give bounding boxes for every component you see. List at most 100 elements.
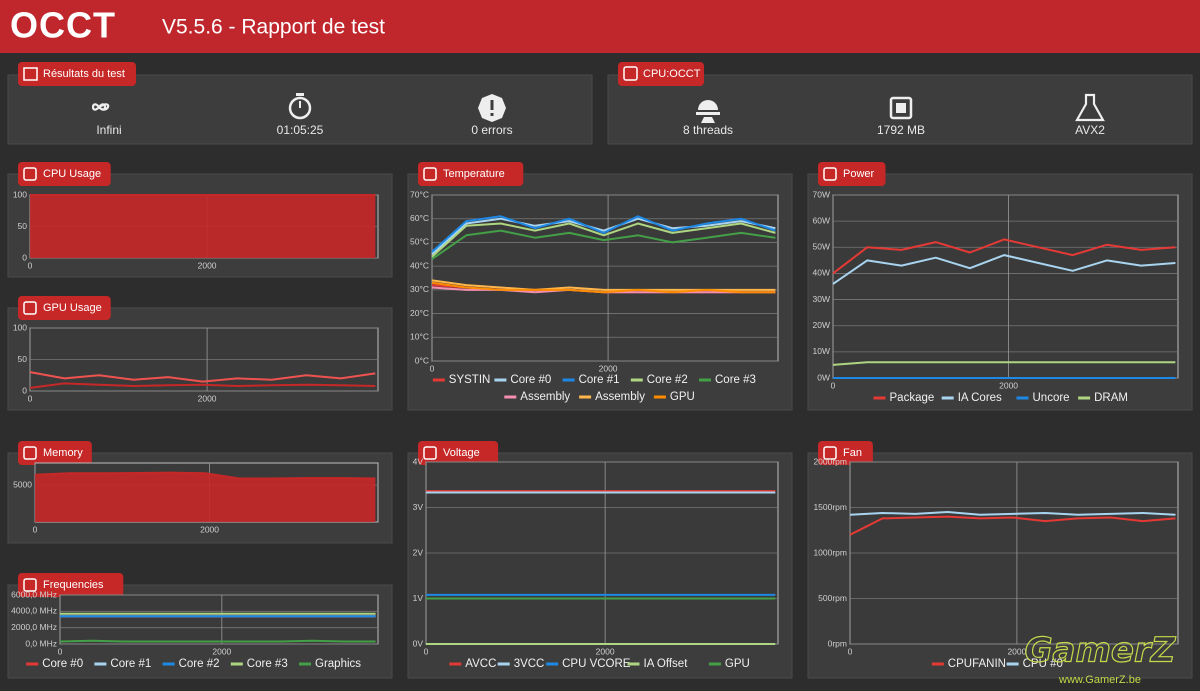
chart-badge — [18, 162, 111, 186]
y-tick-label: 20W — [813, 320, 830, 330]
y-tick-label: 0V — [413, 638, 424, 648]
x-tick-label: 0 — [33, 524, 38, 534]
cpu-badge — [618, 62, 704, 86]
legend-swatch — [94, 662, 107, 666]
series-line — [431, 222, 776, 258]
report-title: V5.5.6 - Rapport de test — [162, 16, 385, 39]
error-icon-bar — [490, 100, 494, 110]
charts: CPU Usage 0 50 100 0 2000 GPU Usage 0 50 100 0 2000… — [7, 162, 1193, 679]
legend-label: Core #3 — [247, 658, 288, 670]
chart-icon — [23, 578, 37, 592]
legend-label: Assembly — [520, 391, 570, 403]
plot-area — [832, 194, 1179, 379]
x-tick-label: 0 — [831, 380, 836, 390]
series-line — [431, 215, 776, 253]
legend-label: SYSTIN — [449, 374, 491, 386]
legend-swatch — [941, 396, 954, 400]
legend-label: AVCC — [465, 658, 496, 670]
chart-panel: Memory 5000 0 2000 — [7, 441, 393, 544]
legend-swatch — [230, 662, 243, 666]
legend-swatch — [449, 662, 462, 666]
y-tick-label: 4V — [413, 456, 424, 466]
legend-label: CPU #0 — [1023, 658, 1063, 670]
chart-title: GPU Usage — [43, 302, 102, 314]
y-tick-label: 1000rpm — [813, 547, 847, 557]
y-tick-label: 50°C — [410, 237, 429, 247]
legend-swatch — [432, 378, 445, 382]
plot-area — [431, 194, 779, 362]
chart-icon — [823, 446, 837, 460]
memory-size: 1792 MB — [877, 123, 925, 137]
stopwatch-icon — [288, 96, 312, 120]
x-tick-label: 0 — [58, 646, 63, 656]
chart-panel: GPU Usage 0 50 100 0 2000 — [7, 296, 393, 411]
memory-icon-core — [896, 103, 906, 113]
y-tick-label: 4000,0 MHz — [11, 606, 57, 616]
chart-icon — [23, 301, 37, 315]
x-tick-label: 0 — [424, 646, 429, 656]
elapsed-time: 01:05:25 — [277, 123, 324, 137]
legend-label: Core #0 — [42, 658, 83, 670]
memory-icon — [889, 96, 913, 120]
legend-swatch — [1016, 396, 1029, 400]
y-tick-label: 30°C — [410, 284, 429, 294]
y-tick-label: 100 — [13, 322, 27, 332]
series-line — [849, 515, 1176, 536]
legend-swatch — [497, 662, 510, 666]
chart-badge — [18, 296, 111, 320]
results-title: Résultats du test — [43, 68, 125, 80]
series-line — [59, 639, 376, 643]
y-tick-label: 40°C — [410, 260, 429, 270]
instruction-set: AVX2 — [1075, 123, 1105, 137]
y-tick-label: 0,0 MHz — [25, 638, 57, 648]
y-tick-label: 2V — [413, 547, 424, 557]
area — [35, 472, 376, 522]
chart-panel: CPU Usage 0 50 100 0 2000 — [7, 162, 393, 278]
legend-swatch — [931, 662, 944, 666]
cpu-icon — [623, 66, 638, 81]
x-tick-label: 2000 — [999, 380, 1018, 390]
legend-label: GPU — [670, 391, 695, 403]
y-tick-label: 0 — [22, 252, 27, 262]
x-tick-label: 2000 — [596, 646, 615, 656]
legend-label: IA Cores — [958, 392, 1002, 404]
series-line — [832, 238, 1176, 275]
series-line — [34, 471, 376, 480]
series-line — [832, 254, 1176, 285]
x-tick-label: 2000 — [198, 260, 217, 270]
legend-label: Core #0 — [510, 374, 551, 386]
legend-label: DRAM — [1094, 392, 1128, 404]
y-tick-label: 50W — [813, 242, 830, 252]
y-tick-label: 60°C — [410, 213, 429, 223]
y-tick-label: 0°C — [415, 355, 429, 365]
y-tick-label: 10°C — [410, 332, 429, 342]
chart-panel: Power 0W 10W 20W 30W 40W 50W 60W 70W 0 2000 Package… — [807, 162, 1193, 411]
legend-label: Graphics — [315, 658, 361, 670]
legend-label: CPUFANIN — [948, 658, 1006, 670]
chart-badge — [418, 162, 524, 186]
series-line — [29, 371, 376, 383]
watermark-url: www.GamerZ.be — [1058, 674, 1141, 686]
legend-label: Uncore — [1033, 392, 1070, 404]
y-tick-label: 0 — [22, 385, 27, 395]
y-tick-label: 1500rpm — [813, 502, 847, 512]
y-tick-label: 10W — [813, 346, 830, 356]
legend-label: 3VCC — [514, 658, 545, 670]
y-tick-label: 50 — [18, 221, 28, 231]
legend-label: Assembly — [595, 391, 645, 403]
y-tick-label: 6000,0 MHz — [11, 589, 57, 599]
legend-swatch — [562, 378, 575, 382]
chart-badge — [18, 441, 92, 465]
y-tick-label: 30W — [813, 294, 830, 304]
series-line — [29, 382, 376, 389]
legend-swatch — [708, 662, 721, 666]
y-tick-label: 100 — [13, 189, 27, 199]
logo: OCCT — [10, 5, 116, 46]
chart-badge — [418, 441, 499, 465]
chart-icon — [423, 446, 437, 460]
legend-swatch — [630, 378, 643, 382]
y-tick-label: 50 — [18, 354, 28, 364]
legend-swatch — [546, 662, 559, 666]
x-tick-label: 0 — [430, 363, 435, 373]
y-tick-label: 0rpm — [828, 638, 847, 648]
